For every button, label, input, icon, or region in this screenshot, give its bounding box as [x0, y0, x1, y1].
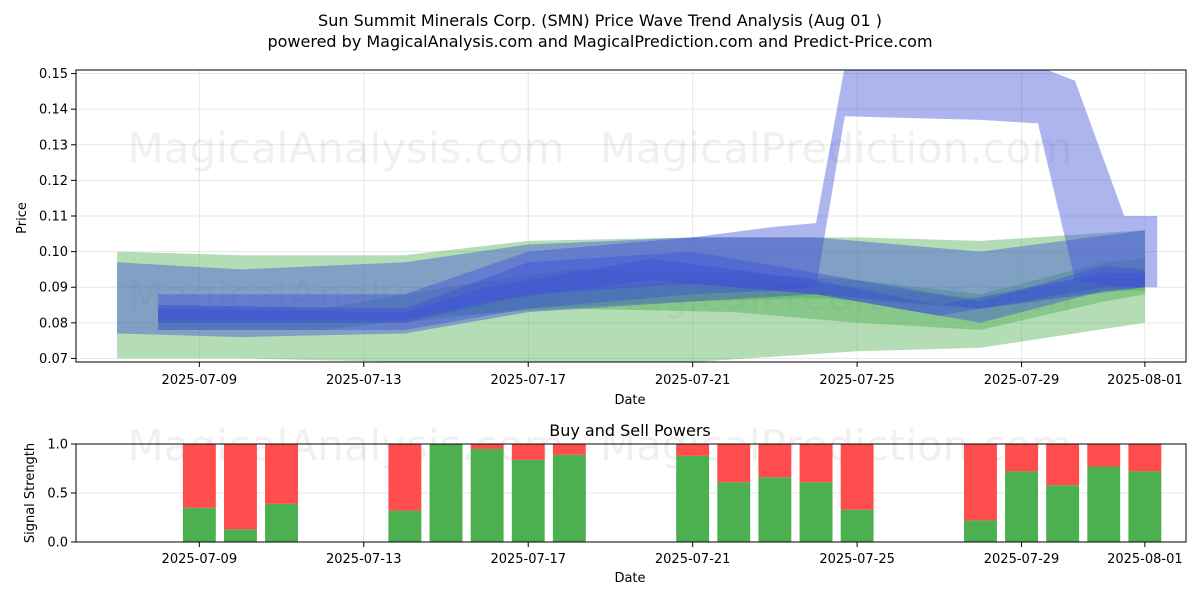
buy-bar — [1046, 485, 1080, 542]
signal-x-tick-label: 2025-07-21 — [655, 552, 731, 567]
price-y-tick-label: 0.11 — [39, 210, 68, 225]
buy-bar — [840, 509, 874, 542]
price-x-tick-label: 2025-07-17 — [490, 373, 566, 388]
price-band-green-2 — [158, 276, 1145, 323]
watermark-text: MagicalAnalysis.com — [128, 271, 565, 320]
sell-bar — [676, 444, 710, 456]
signal-x-tick-label: 2025-07-29 — [984, 552, 1060, 567]
sell-bar — [1046, 444, 1080, 486]
buy-bar — [511, 459, 545, 542]
buy-bar — [182, 507, 216, 542]
sell-bar — [552, 444, 586, 455]
price-x-tick-label: 2025-07-21 — [655, 373, 731, 388]
signal-x-tick-label: 2025-07-13 — [326, 552, 402, 567]
signal-x-tick-label: 2025-07-09 — [162, 552, 238, 567]
sell-bar — [1128, 444, 1162, 472]
watermark-text: MagicalPrediction.com — [600, 271, 1073, 320]
sell-bar — [511, 444, 545, 460]
signal-x-tick-label: 2025-07-25 — [819, 552, 895, 567]
chart-subtitle: powered by MagicalAnalysis.com and Magic… — [267, 32, 932, 51]
price-y-tick-label: 0.08 — [39, 316, 68, 331]
buy-bar — [1128, 471, 1162, 542]
buy-bar — [1005, 471, 1038, 542]
sell-bar — [224, 444, 257, 530]
price-x-tick-label: 2025-07-25 — [819, 373, 895, 388]
price-y-tick-label: 0.09 — [39, 281, 68, 296]
price-y-axis-label: Price — [15, 202, 30, 234]
signal-x-axis-label: Date — [614, 571, 645, 586]
sell-bar — [840, 444, 874, 510]
watermark-text: MagicalPrediction.com — [600, 124, 1073, 173]
buy-bar — [265, 503, 298, 542]
price-y-tick-label: 0.10 — [39, 245, 68, 260]
buy-bar — [964, 520, 997, 542]
signal-plot-title: Buy and Sell Powers — [549, 421, 711, 440]
buy-bar — [470, 448, 504, 542]
price-y-tick-label: 0.15 — [39, 67, 68, 82]
price-x-tick-label: 2025-07-13 — [326, 373, 402, 388]
price-band-green-1 — [158, 258, 1145, 330]
price-plot: MagicalAnalysis.com MagicalPrediction.com… — [39, 67, 1187, 388]
price-band-blue-5 — [158, 251, 1145, 323]
signal-y-tick-label: 1.0 — [47, 438, 68, 453]
buy-bar — [224, 529, 257, 542]
price-y-tick-label: 0.12 — [39, 174, 68, 189]
price-x-tick-label: 2025-07-29 — [984, 373, 1060, 388]
buy-bar — [429, 444, 463, 542]
price-band-blue-3 — [117, 230, 1145, 338]
buy-bar — [388, 510, 422, 542]
price-band-blue-4 — [158, 70, 1158, 330]
price-y-tick-label: 0.07 — [39, 352, 68, 367]
sell-bar — [388, 444, 422, 511]
buy-bar — [1087, 466, 1121, 542]
price-y-tick-label: 0.13 — [39, 138, 68, 153]
watermark-text: MagicalAnalysis.com — [128, 124, 565, 173]
sell-bar — [1005, 444, 1038, 472]
sell-bar — [265, 444, 298, 504]
buy-bar — [717, 482, 751, 542]
sell-bar — [1087, 444, 1121, 467]
chart-title: Sun Summit Minerals Corp. (SMN) Price Wa… — [318, 11, 882, 30]
buy-bar — [799, 482, 833, 542]
buy-bar — [758, 477, 792, 542]
price-band-blue-6 — [158, 258, 1145, 320]
price-x-tick-label: 2025-08-01 — [1107, 373, 1183, 388]
sell-bar — [182, 444, 216, 508]
price-x-axis-label: Date — [614, 393, 645, 408]
sell-bar — [470, 444, 504, 449]
signal-x-tick-label: 2025-08-01 — [1107, 552, 1183, 567]
price-y-tick-label: 0.14 — [39, 103, 68, 118]
buy-bar — [676, 455, 710, 542]
signal-y-axis-label: Signal Strength — [23, 443, 38, 543]
signal-plot: MagicalAnalysis.com MagicalPrediction.com… — [47, 421, 1187, 567]
signal-x-tick-label: 2025-07-17 — [490, 552, 566, 567]
sell-bar — [758, 444, 792, 478]
buy-bar — [552, 454, 586, 542]
signal-y-tick-label: 0.5 — [47, 487, 68, 502]
signal-y-tick-label: 0.0 — [47, 536, 68, 551]
sell-bar — [717, 444, 751, 483]
sell-bar — [964, 444, 997, 521]
price-band-green-0 — [117, 230, 1145, 362]
price-x-tick-label: 2025-07-09 — [162, 373, 238, 388]
sell-bar — [799, 444, 833, 483]
